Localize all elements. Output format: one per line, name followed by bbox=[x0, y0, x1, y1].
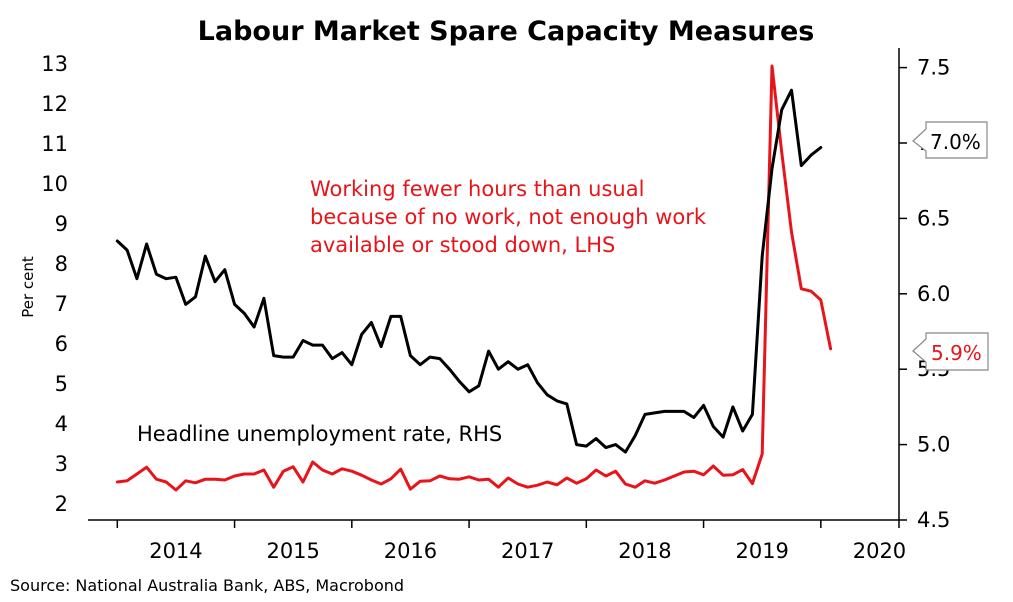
left-tick-label-7: 7 bbox=[55, 292, 68, 316]
left-tick-label-12: 12 bbox=[41, 92, 68, 116]
left-tick-label-3: 3 bbox=[55, 452, 68, 476]
right-tick-label-6.0: 6.0 bbox=[917, 282, 950, 306]
x-tick-label-2015: 2015 bbox=[266, 539, 319, 563]
end-label-fewer-hours-text: 5.9% bbox=[931, 341, 982, 365]
left-tick-label-5: 5 bbox=[55, 372, 68, 396]
x-tick-label-2017: 2017 bbox=[501, 539, 554, 563]
y-axis-label: Per cent bbox=[19, 256, 37, 318]
right-tick-label-6.5: 6.5 bbox=[917, 206, 950, 230]
right-tick-label-5.0: 5.0 bbox=[917, 433, 950, 457]
end-label-unemployment-text: 7.0% bbox=[930, 130, 981, 154]
end-label-unemployment: 7.0% bbox=[912, 121, 988, 159]
series-line-unemployment bbox=[115, 88, 823, 454]
left-tick-label-11: 11 bbox=[41, 132, 68, 156]
x-axis-ticks: 2014 2015 2016 2017 2018 2019 2020 bbox=[116, 520, 906, 563]
chart-title: Labour Market Spare Capacity Measures bbox=[198, 16, 815, 47]
end-label-fewer-hours: 5.9% bbox=[912, 332, 989, 371]
left-tick-label-8: 8 bbox=[55, 252, 68, 276]
left-tick-label-9: 9 bbox=[55, 212, 68, 236]
right-tick-label-7.5: 7.5 bbox=[917, 56, 950, 80]
x-tick-label-2018: 2018 bbox=[618, 539, 671, 563]
red-annotation-line-2: because of no work, not enough work bbox=[310, 205, 707, 229]
plot-frame bbox=[88, 48, 900, 521]
left-axis-ticks: 2 3 4 5 6 7 8 9 10 11 12 13 bbox=[41, 52, 68, 516]
source-note: Source: National Australia Bank, ABS, Ma… bbox=[10, 576, 404, 595]
series-layer bbox=[115, 64, 833, 492]
right-axis-ticks: 4.55.05.56.06.57.07.5 bbox=[899, 56, 950, 532]
right-tick-label-4.5: 4.5 bbox=[917, 508, 950, 532]
end-label-fewer-hours-box bbox=[912, 332, 989, 371]
left-tick-label-10: 10 bbox=[41, 172, 68, 196]
black-series-annotation: Headline unemployment rate, RHS bbox=[137, 422, 502, 446]
left-tick-label-4: 4 bbox=[55, 412, 68, 436]
left-tick-label-2: 2 bbox=[55, 492, 68, 516]
red-annotation-line-3: available or stood down, LHS bbox=[310, 233, 615, 257]
x-tick-label-2019: 2019 bbox=[735, 539, 788, 563]
x-tick-label-2014: 2014 bbox=[149, 539, 202, 563]
left-tick-label-6: 6 bbox=[55, 332, 68, 356]
red-series-annotation: Working fewer hours than usual because o… bbox=[310, 177, 707, 257]
end-label-unemployment-box bbox=[912, 121, 988, 159]
left-tick-label-13: 13 bbox=[41, 52, 68, 76]
x-tick-label-2016: 2016 bbox=[384, 539, 437, 563]
red-annotation-line-1: Working fewer hours than usual bbox=[310, 177, 644, 201]
x-tick-label-2020: 2020 bbox=[853, 539, 906, 563]
series-line-fewer_hours bbox=[115, 64, 833, 492]
